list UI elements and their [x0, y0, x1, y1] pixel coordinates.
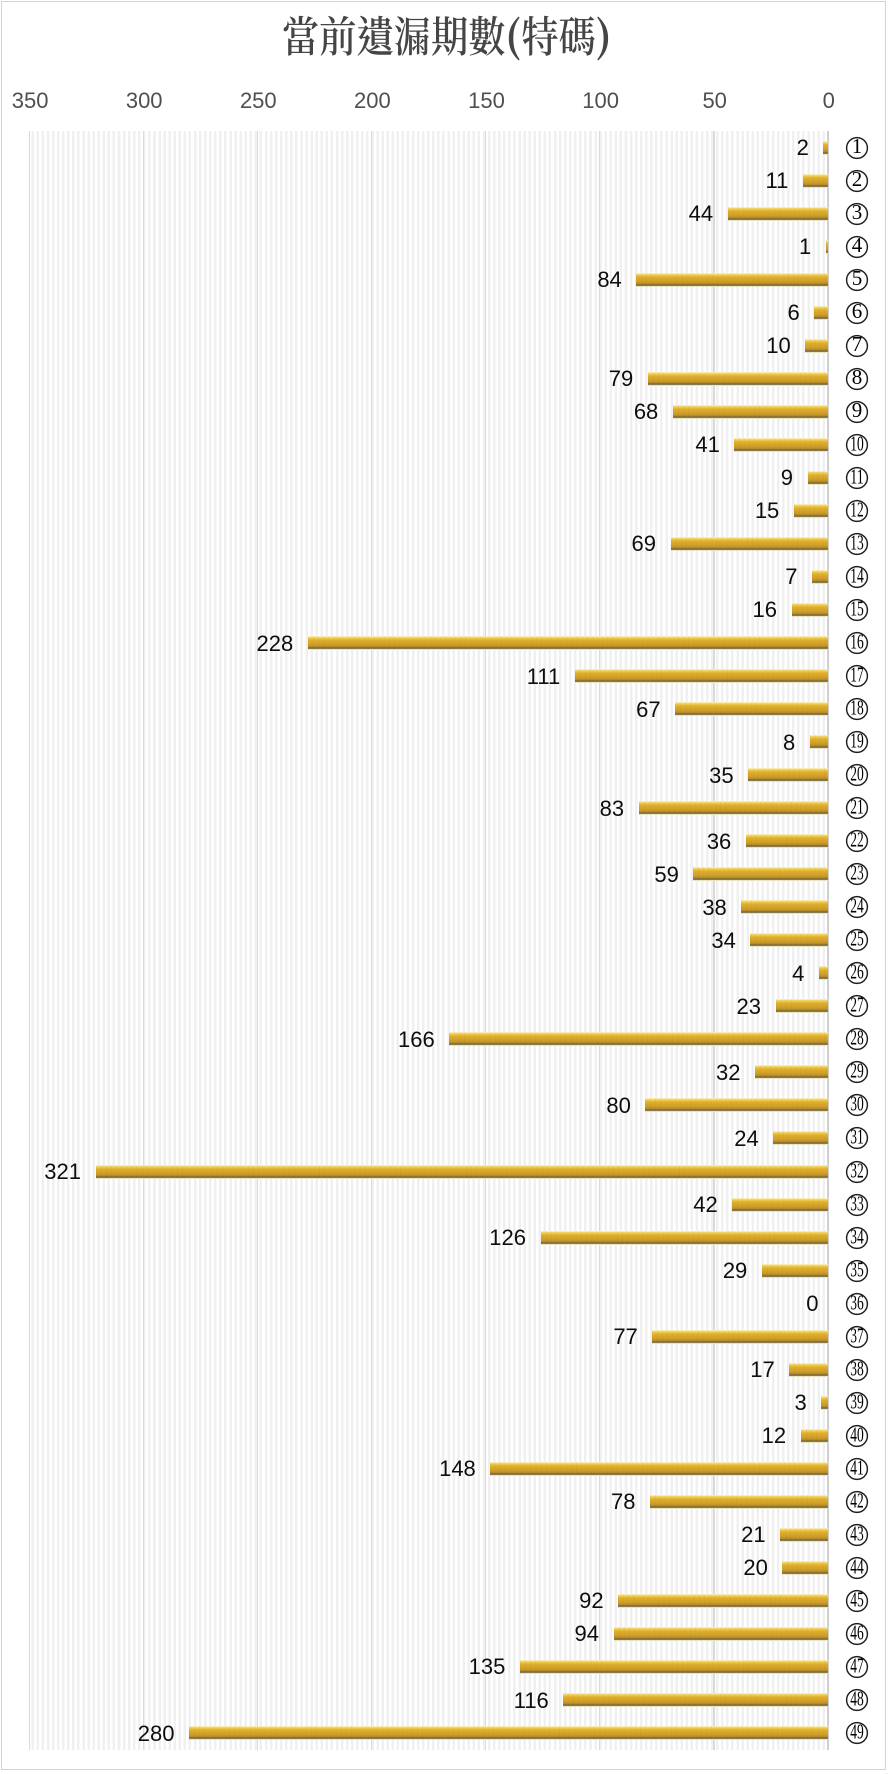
svg-text:21: 21: [850, 796, 864, 819]
svg-text:28: 28: [850, 1027, 864, 1050]
svg-text:46: 46: [850, 1622, 864, 1645]
svg-text:15: 15: [850, 598, 864, 621]
svg-text:40: 40: [850, 1424, 864, 1447]
svg-text:6: 6: [851, 301, 862, 323]
svg-text:14: 14: [850, 565, 864, 588]
svg-text:36: 36: [850, 1292, 864, 1315]
svg-text:25: 25: [850, 928, 864, 951]
svg-text:20: 20: [850, 763, 864, 786]
svg-text:16: 16: [850, 631, 864, 654]
svg-text:17: 17: [850, 664, 864, 687]
svg-text:22: 22: [850, 829, 864, 852]
svg-text:30: 30: [850, 1093, 864, 1116]
svg-text:8: 8: [851, 367, 862, 389]
svg-text:27: 27: [850, 994, 864, 1017]
svg-text:9: 9: [851, 400, 862, 422]
svg-text:43: 43: [850, 1523, 864, 1546]
svg-text:11: 11: [850, 466, 864, 489]
svg-text:19: 19: [850, 730, 864, 753]
svg-text:7: 7: [851, 334, 862, 356]
svg-text:37: 37: [850, 1325, 864, 1348]
svg-text:3: 3: [851, 202, 862, 224]
svg-text:32: 32: [850, 1160, 864, 1183]
svg-text:4: 4: [851, 235, 862, 257]
svg-text:49: 49: [850, 1721, 864, 1744]
svg-text:35: 35: [850, 1259, 864, 1282]
svg-text:10: 10: [850, 433, 864, 456]
svg-text:31: 31: [850, 1126, 864, 1149]
svg-text:48: 48: [850, 1688, 864, 1711]
svg-text:23: 23: [850, 862, 864, 885]
svg-text:34: 34: [850, 1226, 864, 1249]
svg-text:39: 39: [850, 1391, 864, 1414]
svg-text:18: 18: [850, 697, 864, 720]
svg-text:44: 44: [850, 1556, 864, 1579]
svg-text:2: 2: [851, 169, 862, 191]
svg-text:41: 41: [850, 1457, 864, 1480]
svg-text:24: 24: [850, 895, 864, 918]
svg-text:12: 12: [850, 499, 864, 522]
svg-text:33: 33: [850, 1193, 864, 1216]
svg-text:47: 47: [850, 1655, 864, 1678]
svg-text:13: 13: [850, 532, 864, 555]
svg-text:29: 29: [850, 1060, 864, 1083]
svg-text:38: 38: [850, 1358, 864, 1381]
svg-text:26: 26: [850, 961, 864, 984]
svg-text:5: 5: [851, 268, 862, 290]
svg-text:42: 42: [850, 1490, 864, 1513]
svg-text:1: 1: [851, 136, 862, 158]
svg-text:45: 45: [850, 1589, 864, 1612]
